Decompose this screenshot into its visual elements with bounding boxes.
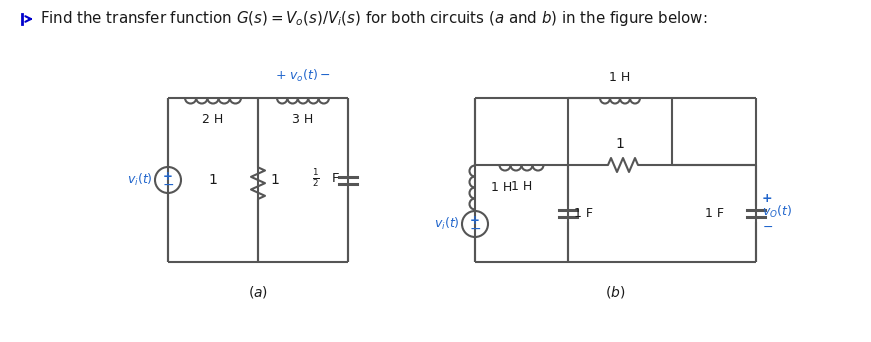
Text: 3 H: 3 H [293, 113, 314, 126]
Text: +: + [163, 170, 173, 183]
Text: 1 H: 1 H [491, 181, 512, 194]
Text: −: − [469, 222, 481, 236]
Text: +: + [762, 192, 773, 205]
Text: −: − [162, 178, 174, 192]
Text: $v_i(t)$: $v_i(t)$ [127, 172, 153, 188]
Text: $v_O(t)$: $v_O(t)$ [762, 203, 793, 220]
Text: Find the transfer function $G(s)=V_o(s)/V_i(s)$ for both circuits ($a$ and $b$) : Find the transfer function $G(s)=V_o(s)/… [40, 10, 707, 28]
Text: 1 F: 1 F [574, 207, 593, 220]
Text: 1 F: 1 F [705, 207, 724, 220]
Text: 1: 1 [270, 173, 279, 187]
Text: $(b)$: $(b)$ [605, 284, 625, 300]
Text: $(a)$: $(a)$ [248, 284, 268, 300]
Text: 2 H: 2 H [202, 113, 224, 126]
Text: $-$: $-$ [762, 220, 773, 233]
Text: F: F [332, 171, 340, 184]
Text: $\frac{1}{2}$: $\frac{1}{2}$ [312, 167, 320, 189]
Text: $+\ \mathit{v}_o(t)-$: $+\ \mathit{v}_o(t)-$ [275, 68, 331, 84]
Text: 1 H: 1 H [511, 180, 532, 193]
Text: $v_i(t)$: $v_i(t)$ [435, 216, 460, 232]
Text: 1: 1 [208, 173, 218, 187]
Text: 1 H: 1 H [610, 71, 631, 84]
Text: +: + [470, 213, 480, 226]
Text: 1: 1 [616, 137, 625, 151]
